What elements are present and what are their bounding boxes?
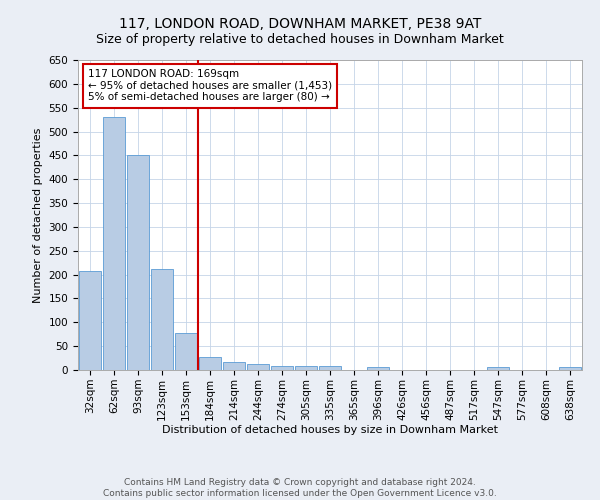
Text: Contains HM Land Registry data © Crown copyright and database right 2024.
Contai: Contains HM Land Registry data © Crown c… <box>103 478 497 498</box>
Bar <box>175 333 197 370</box>
Bar <box>271 366 293 370</box>
Bar <box>367 367 389 370</box>
Y-axis label: Number of detached properties: Number of detached properties <box>33 128 43 302</box>
Bar <box>79 272 101 370</box>
Bar <box>199 357 221 370</box>
Bar <box>151 269 173 370</box>
Bar <box>559 367 581 370</box>
Bar <box>295 366 317 370</box>
Bar <box>319 366 341 370</box>
X-axis label: Distribution of detached houses by size in Downham Market: Distribution of detached houses by size … <box>162 426 498 436</box>
Bar <box>127 156 149 370</box>
Bar <box>223 362 245 370</box>
Bar <box>247 364 269 370</box>
Text: 117, LONDON ROAD, DOWNHAM MARKET, PE38 9AT: 117, LONDON ROAD, DOWNHAM MARKET, PE38 9… <box>119 18 481 32</box>
Bar <box>103 117 125 370</box>
Text: Size of property relative to detached houses in Downham Market: Size of property relative to detached ho… <box>96 32 504 46</box>
Bar <box>487 367 509 370</box>
Text: 117 LONDON ROAD: 169sqm
← 95% of detached houses are smaller (1,453)
5% of semi-: 117 LONDON ROAD: 169sqm ← 95% of detache… <box>88 70 332 102</box>
